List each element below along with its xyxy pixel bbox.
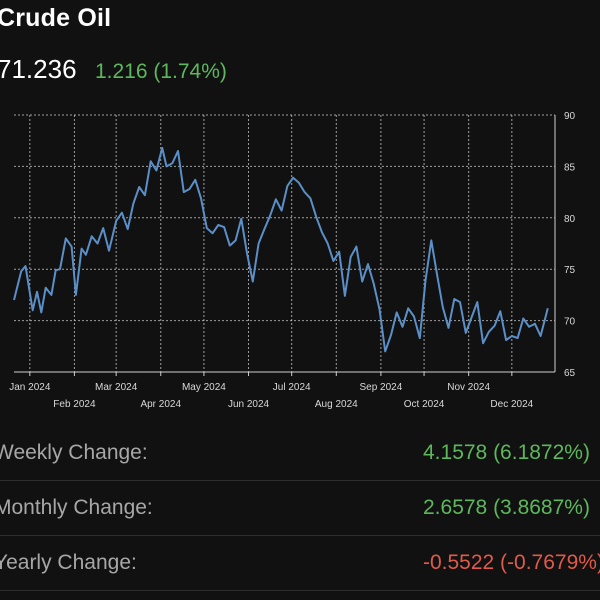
- instrument-title: Crude Oil: [0, 4, 112, 32]
- x-tick-label: May 2024: [182, 382, 226, 393]
- y-tick-label: 90: [564, 111, 576, 122]
- x-tick-label: Feb 2024: [53, 399, 96, 410]
- x-tick-label: Nov 2024: [447, 382, 490, 393]
- weekly-change-label: Weekly Change:: [0, 441, 148, 464]
- y-tick-label: 75: [564, 265, 576, 276]
- y-tick-label: 70: [564, 317, 576, 328]
- current-price: 71.236: [0, 54, 77, 84]
- x-tick-label: Jun 2024: [228, 399, 270, 410]
- y-tick-label: 65: [564, 368, 576, 379]
- monthly-change-label: Monthly Change:: [0, 496, 153, 519]
- x-tick-label: Jul 2024: [273, 382, 311, 393]
- weekly-change-value: 4.1578 (6.1872%): [423, 441, 590, 464]
- monthly-change-value: 2.6578 (3.8687%): [423, 496, 590, 519]
- x-tick-label: Dec 2024: [490, 399, 533, 410]
- daily-change: 1.216 (1.74%): [94, 60, 227, 83]
- price-row: 71.236 1.216 (1.74%): [0, 54, 227, 85]
- price-series-line: [13, 146, 549, 353]
- stat-row-monthly: Monthly Change: 2.6578 (3.8687%): [0, 481, 600, 536]
- price-chart[interactable]: 65 70 75 80 85 90 Jan 2024 Feb 2024 Mar 2024 Apr …: [0, 106, 600, 416]
- x-tick-label: Jan 2024: [9, 382, 51, 393]
- stat-row-yearly: Yearly Change: -0.5522 (-0.7679%): [0, 536, 600, 591]
- change-stats: Weekly Change: 4.1578 (6.1872%) Monthly …: [0, 426, 600, 591]
- x-tick-label: Sep 2024: [359, 382, 402, 393]
- x-tick-label: Mar 2024: [95, 382, 138, 393]
- x-tick-label: Aug 2024: [315, 399, 358, 410]
- y-tick-label: 85: [564, 162, 576, 173]
- x-tick-label: Apr 2024: [140, 399, 181, 410]
- yearly-change-value: -0.5522 (-0.7679%): [423, 551, 600, 574]
- yearly-change-label: Yearly Change:: [0, 551, 137, 574]
- y-tick-label: 80: [564, 214, 576, 225]
- stat-row-weekly: Weekly Change: 4.1578 (6.1872%): [0, 426, 600, 481]
- x-tick-label: Oct 2024: [404, 399, 445, 410]
